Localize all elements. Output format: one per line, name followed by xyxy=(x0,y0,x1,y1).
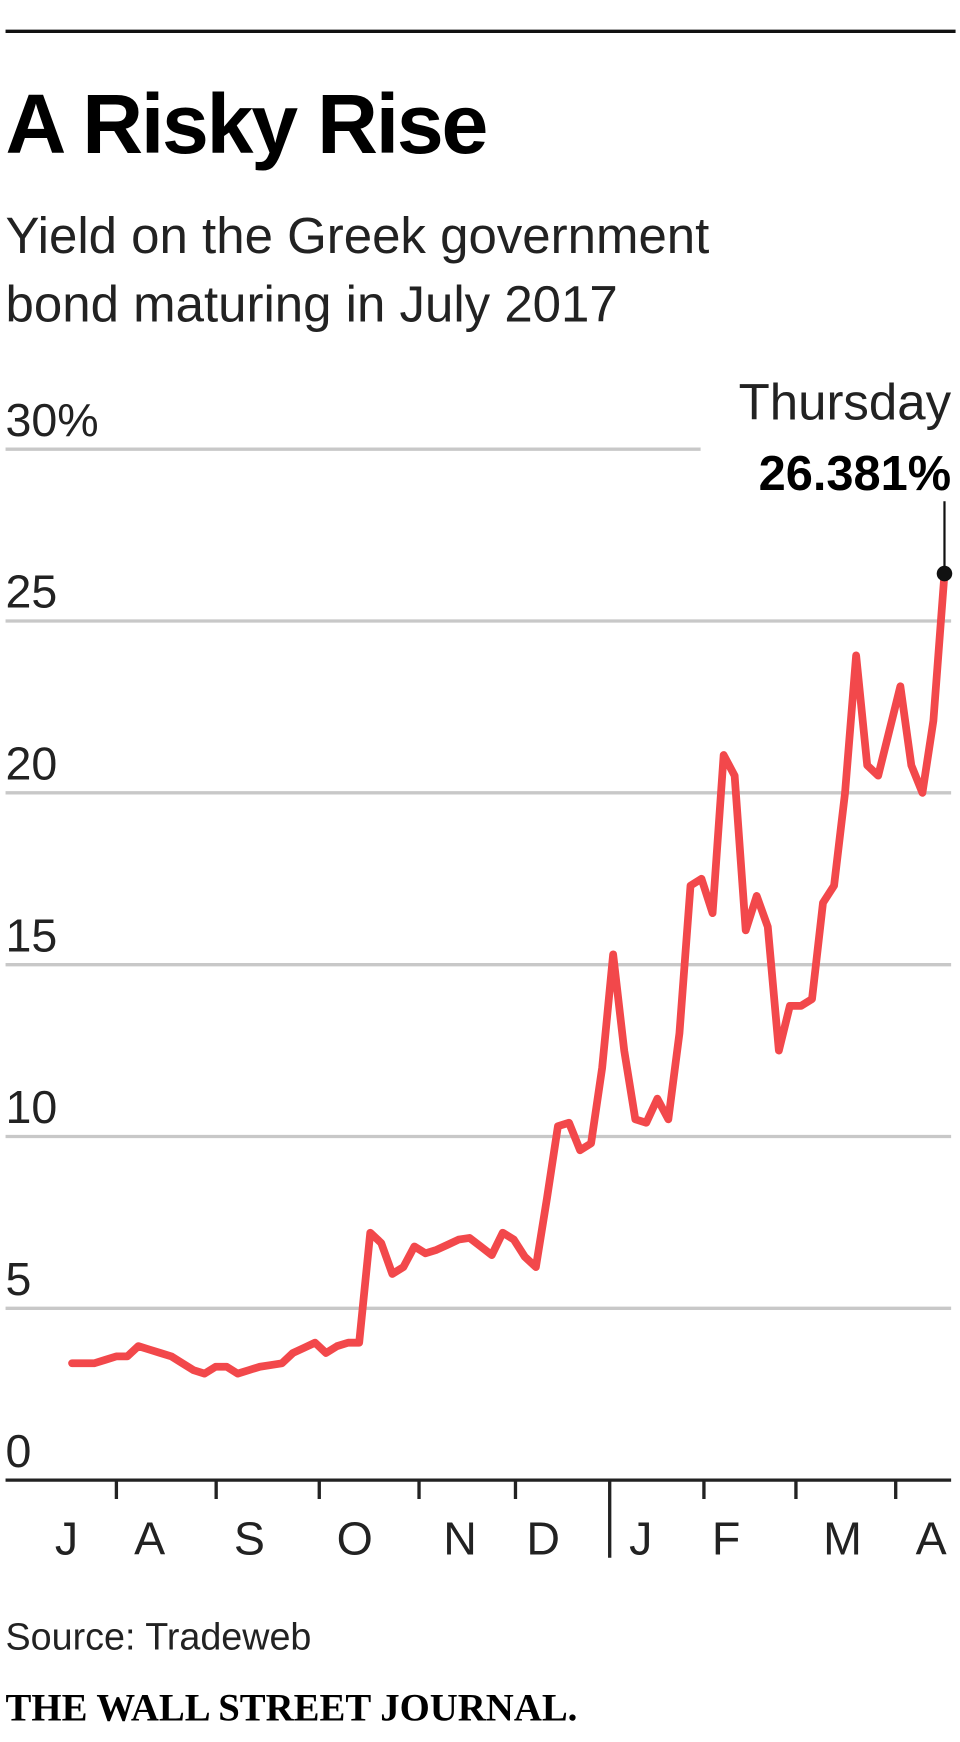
end-point xyxy=(936,565,953,582)
y-tick-label: 15 xyxy=(6,909,58,961)
x-tick-label: J xyxy=(629,1512,652,1564)
x-tick-label: A xyxy=(134,1512,165,1564)
subtitle: Yield on the Greek government xyxy=(6,207,710,264)
y-tick-label: 0 xyxy=(6,1425,32,1477)
x-tick-label: D xyxy=(526,1512,560,1564)
x-tick-label: S xyxy=(234,1512,265,1564)
x-tick-label: F xyxy=(712,1512,740,1564)
y-tick-label: 20 xyxy=(6,738,58,790)
line xyxy=(68,569,949,1378)
x-tick-label: M xyxy=(823,1512,862,1564)
x-tick-label: N xyxy=(443,1512,477,1564)
annotation-text: Thursday xyxy=(739,373,952,430)
y-tick-label: 30% xyxy=(6,394,99,446)
subtitle: bond maturing in July 2017 xyxy=(6,276,618,333)
source: Source: Tradeweb xyxy=(6,1616,312,1658)
chart-title: A Risky Rise xyxy=(6,77,487,171)
y-tick-label: 5 xyxy=(6,1253,32,1305)
annotation-value: 26.381% xyxy=(759,447,952,501)
x-tick-label: A xyxy=(916,1512,947,1564)
y-tick-label: 10 xyxy=(6,1081,58,1133)
x-tick-label: J xyxy=(55,1512,78,1564)
x-tick-label: O xyxy=(337,1512,373,1564)
y-tick-label: 25 xyxy=(6,566,58,618)
publisher: THE WALL STREET JOURNAL. xyxy=(6,1687,578,1730)
